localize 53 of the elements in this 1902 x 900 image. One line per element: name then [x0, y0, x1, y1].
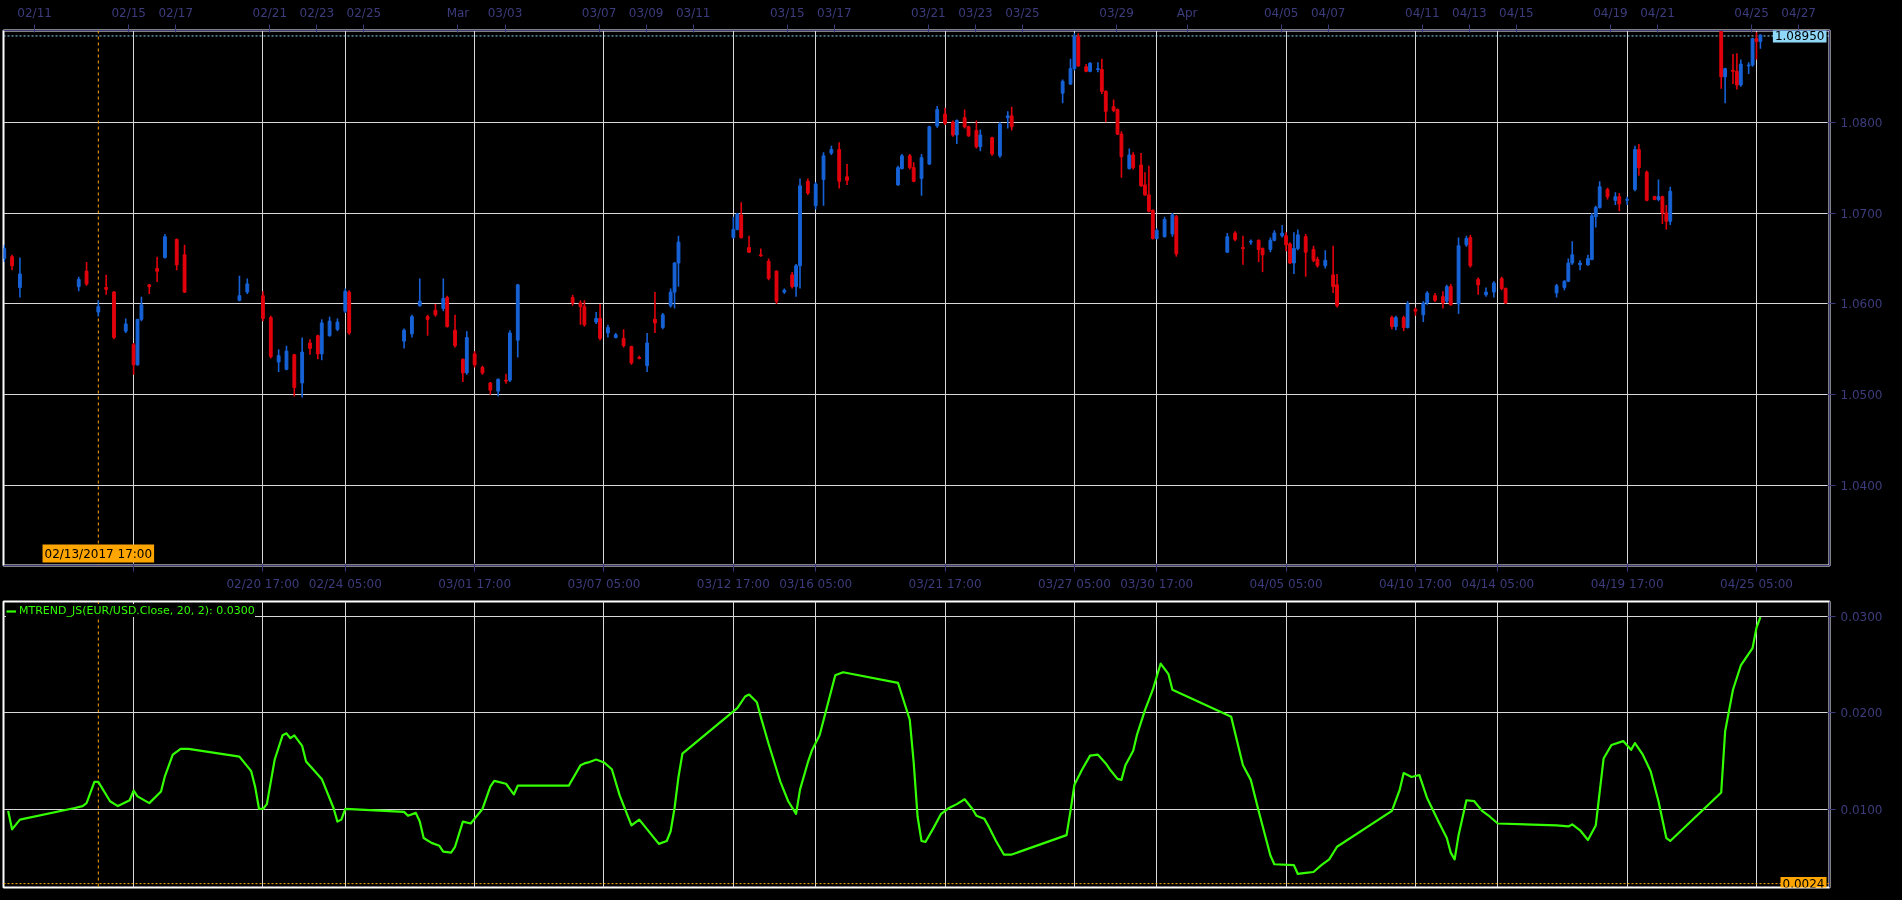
- x-tick-label: 02/24 05:00: [308, 576, 382, 591]
- x2-tick-label: 02/17: [158, 5, 194, 20]
- x2-tick-label: Apr: [1176, 5, 1198, 20]
- y-tick-label: 0.0300: [1840, 609, 1883, 624]
- x2-tick-label: 03/07: [581, 5, 617, 20]
- x2-tick-label: 02/25: [346, 5, 382, 20]
- x2-tick-label: 02/15: [111, 5, 146, 20]
- x-tick-label: 03/16 05:00: [779, 576, 853, 591]
- x2-tick-label: 03/25: [1005, 5, 1040, 20]
- x-tick-label: 04/25 05:00: [1720, 576, 1793, 591]
- y-tick-label: 0.0100: [1840, 803, 1883, 818]
- x-tick-label: 03/30 17:00: [1120, 576, 1194, 591]
- x-tick-label: 03/12 17:00: [696, 576, 770, 591]
- x2-tick-label: 03/23: [958, 5, 993, 20]
- x-tick-label: 04/14 05:00: [1461, 576, 1535, 591]
- y-tick-label: 0.0200: [1840, 706, 1883, 721]
- ref-line-label: 02/13/2017 17:00: [44, 546, 153, 561]
- x-tick-label: 03/27 05:00: [1037, 576, 1111, 591]
- x2-tick-label: 03/03: [487, 5, 523, 20]
- x2-tick-label: 03/21: [911, 5, 946, 20]
- x2-tick-label: 04/21: [1640, 5, 1675, 20]
- x2-tick-label: 03/11: [675, 5, 711, 20]
- y-tick-label: 1.0600: [1840, 297, 1883, 312]
- x-tick-label: 04/05 05:00: [1249, 576, 1323, 591]
- x2-tick-label: 04/25: [1734, 5, 1769, 20]
- x-tick-label: 03/01 17:00: [438, 576, 512, 591]
- y-tick-label: 1.0500: [1840, 388, 1883, 403]
- y-tick-label: 1.0800: [1840, 115, 1883, 130]
- x2-tick-label: 04/11: [1405, 5, 1440, 20]
- x-tick-label: 02/20 17:00: [226, 576, 300, 591]
- x2-tick-label: 03/15: [769, 5, 805, 20]
- x2-tick-label: 04/13: [1452, 5, 1487, 20]
- ref-line-label: 0.0024: [1782, 877, 1825, 892]
- x2-tick-label: 04/15: [1499, 5, 1534, 20]
- x2-tick-label: 03/29: [1099, 5, 1134, 20]
- legend-label: MTREND_JS(EUR/USD.Close, 20, 2): 0.0300: [19, 604, 255, 617]
- x2-tick-label: 04/27: [1781, 5, 1816, 20]
- ref-line-label: 1.08950: [1774, 29, 1825, 44]
- x2-tick-label: Mar: [446, 5, 470, 20]
- y-tick-label: 1.0400: [1840, 479, 1883, 494]
- x2-tick-label: 03/09: [628, 5, 664, 20]
- x-tick-label: 04/10 17:00: [1378, 576, 1452, 591]
- x-tick-label: 04/19 17:00: [1590, 576, 1664, 591]
- x2-tick-label: 04/19: [1593, 5, 1628, 20]
- x2-tick-label: 02/23: [299, 5, 335, 20]
- y-tick-label: 1.0700: [1840, 206, 1883, 221]
- x2-tick-label: 03/17: [817, 5, 852, 20]
- x2-tick-label: 04/05: [1263, 5, 1299, 20]
- x-tick-label: 03/21 17:00: [908, 576, 982, 591]
- x2-tick-label: 02/11: [17, 5, 52, 20]
- x2-tick-label: 02/21: [252, 5, 288, 20]
- x-tick-label: 03/07 05:00: [567, 576, 641, 591]
- x2-tick-label: 04/07: [1310, 5, 1346, 20]
